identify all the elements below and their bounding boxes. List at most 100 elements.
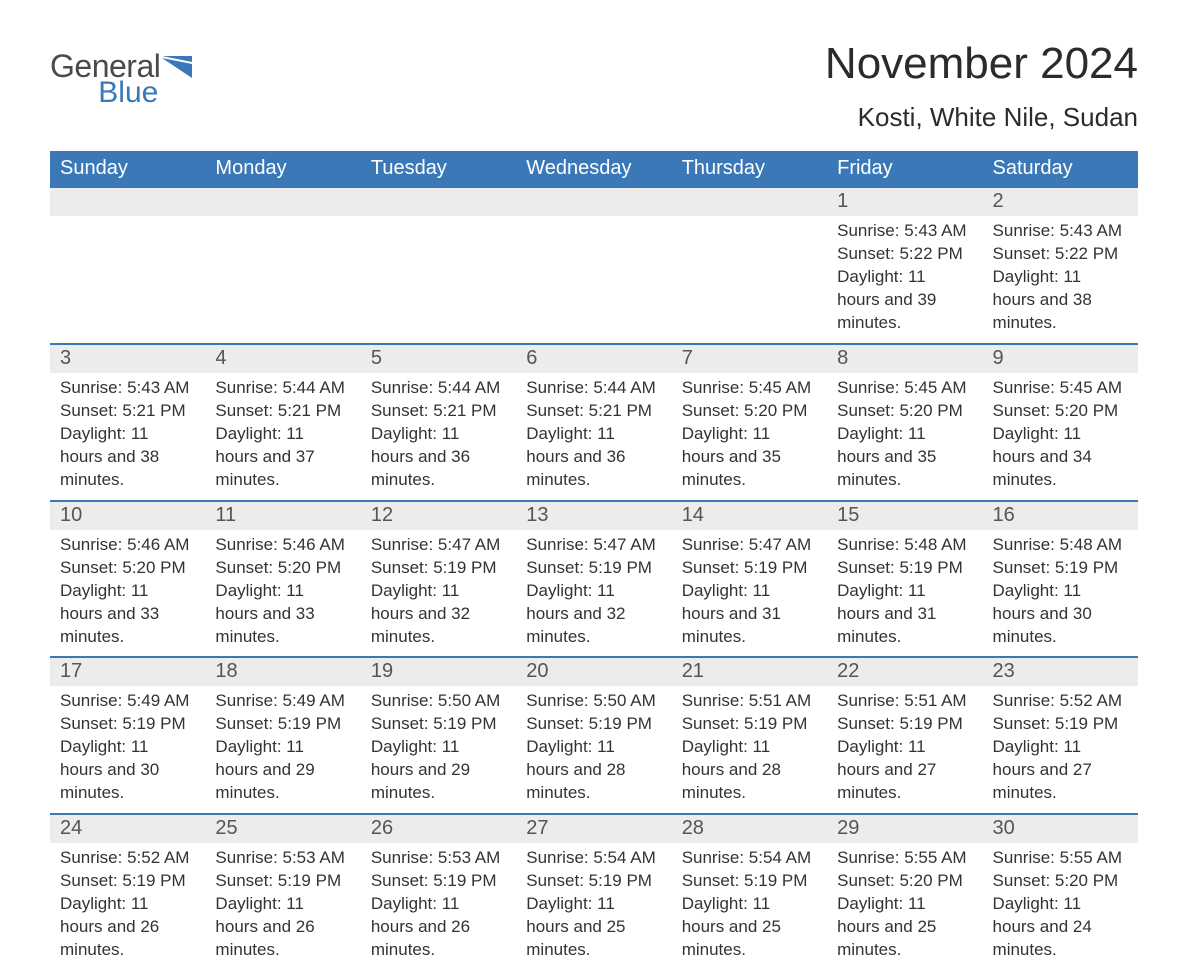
daylight-text: Daylight: 11 hours and 30 minutes. — [60, 736, 195, 805]
daylight-text: Daylight: 11 hours and 31 minutes. — [837, 580, 972, 649]
day-number: 19 — [361, 658, 516, 686]
day-number: 5 — [361, 345, 516, 373]
sunset-text: Sunset: 5:19 PM — [682, 870, 817, 893]
day-number: 18 — [205, 658, 360, 686]
day-body: Sunrise: 5:44 AMSunset: 5:21 PMDaylight:… — [361, 373, 516, 492]
day-number: 26 — [361, 815, 516, 843]
calendar-day-cell — [516, 188, 671, 343]
day-body: Sunrise: 5:50 AMSunset: 5:19 PMDaylight:… — [361, 686, 516, 805]
calendar-day-cell: 30Sunrise: 5:55 AMSunset: 5:20 PMDayligh… — [983, 815, 1138, 970]
daylight-text: Daylight: 11 hours and 36 minutes. — [526, 423, 661, 492]
sunset-text: Sunset: 5:21 PM — [371, 400, 506, 423]
page-subtitle: Kosti, White Nile, Sudan — [825, 102, 1138, 133]
sunset-text: Sunset: 5:19 PM — [60, 870, 195, 893]
calendar-day-cell: 10Sunrise: 5:46 AMSunset: 5:20 PMDayligh… — [50, 502, 205, 657]
day-body: Sunrise: 5:48 AMSunset: 5:19 PMDaylight:… — [983, 530, 1138, 649]
calendar-day-cell: 9Sunrise: 5:45 AMSunset: 5:20 PMDaylight… — [983, 345, 1138, 500]
sunset-text: Sunset: 5:19 PM — [371, 713, 506, 736]
day-header-cell: Friday — [827, 151, 982, 188]
calendar-day-cell: 13Sunrise: 5:47 AMSunset: 5:19 PMDayligh… — [516, 502, 671, 657]
daylight-text: Daylight: 11 hours and 27 minutes. — [837, 736, 972, 805]
sunset-text: Sunset: 5:20 PM — [993, 870, 1128, 893]
day-number: 28 — [672, 815, 827, 843]
brand-word2: Blue — [50, 78, 158, 108]
day-header-cell: Monday — [205, 151, 360, 188]
day-number — [516, 188, 671, 216]
sunrise-text: Sunrise: 5:47 AM — [682, 534, 817, 557]
sunset-text: Sunset: 5:19 PM — [682, 713, 817, 736]
sunrise-text: Sunrise: 5:47 AM — [526, 534, 661, 557]
sunrise-text: Sunrise: 5:55 AM — [837, 847, 972, 870]
sunset-text: Sunset: 5:19 PM — [215, 870, 350, 893]
daylight-text: Daylight: 11 hours and 24 minutes. — [993, 893, 1128, 962]
header: General Blue November 2024 Kosti, White … — [50, 40, 1138, 133]
calendar-day-cell: 3Sunrise: 5:43 AMSunset: 5:21 PMDaylight… — [50, 345, 205, 500]
sunset-text: Sunset: 5:20 PM — [682, 400, 817, 423]
sunrise-text: Sunrise: 5:45 AM — [682, 377, 817, 400]
sunrise-text: Sunrise: 5:53 AM — [215, 847, 350, 870]
day-number: 13 — [516, 502, 671, 530]
sunset-text: Sunset: 5:20 PM — [837, 400, 972, 423]
sunrise-text: Sunrise: 5:54 AM — [682, 847, 817, 870]
sunrise-text: Sunrise: 5:49 AM — [215, 690, 350, 713]
day-number: 3 — [50, 345, 205, 373]
sunset-text: Sunset: 5:19 PM — [682, 557, 817, 580]
calendar-day-cell: 29Sunrise: 5:55 AMSunset: 5:20 PMDayligh… — [827, 815, 982, 970]
daylight-text: Daylight: 11 hours and 26 minutes. — [215, 893, 350, 962]
sunrise-text: Sunrise: 5:47 AM — [371, 534, 506, 557]
daylight-text: Daylight: 11 hours and 35 minutes. — [837, 423, 972, 492]
calendar-day-cell — [672, 188, 827, 343]
daylight-text: Daylight: 11 hours and 34 minutes. — [993, 423, 1128, 492]
day-number: 29 — [827, 815, 982, 843]
sunrise-text: Sunrise: 5:51 AM — [682, 690, 817, 713]
day-number: 7 — [672, 345, 827, 373]
calendar-day-cell: 14Sunrise: 5:47 AMSunset: 5:19 PMDayligh… — [672, 502, 827, 657]
daylight-text: Daylight: 11 hours and 37 minutes. — [215, 423, 350, 492]
day-body: Sunrise: 5:44 AMSunset: 5:21 PMDaylight:… — [516, 373, 671, 492]
sunrise-text: Sunrise: 5:46 AM — [60, 534, 195, 557]
day-body: Sunrise: 5:46 AMSunset: 5:20 PMDaylight:… — [50, 530, 205, 649]
day-number — [361, 188, 516, 216]
day-body: Sunrise: 5:54 AMSunset: 5:19 PMDaylight:… — [516, 843, 671, 962]
daylight-text: Daylight: 11 hours and 26 minutes. — [371, 893, 506, 962]
calendar-day-cell: 12Sunrise: 5:47 AMSunset: 5:19 PMDayligh… — [361, 502, 516, 657]
day-body: Sunrise: 5:44 AMSunset: 5:21 PMDaylight:… — [205, 373, 360, 492]
title-block: November 2024 Kosti, White Nile, Sudan — [825, 40, 1138, 133]
calendar-day-cell: 18Sunrise: 5:49 AMSunset: 5:19 PMDayligh… — [205, 658, 360, 813]
day-body: Sunrise: 5:55 AMSunset: 5:20 PMDaylight:… — [983, 843, 1138, 962]
daylight-text: Daylight: 11 hours and 33 minutes. — [60, 580, 195, 649]
daylight-text: Daylight: 11 hours and 32 minutes. — [526, 580, 661, 649]
day-body: Sunrise: 5:53 AMSunset: 5:19 PMDaylight:… — [361, 843, 516, 962]
sunset-text: Sunset: 5:19 PM — [60, 713, 195, 736]
day-number: 16 — [983, 502, 1138, 530]
sunrise-text: Sunrise: 5:44 AM — [526, 377, 661, 400]
day-number: 4 — [205, 345, 360, 373]
daylight-text: Daylight: 11 hours and 29 minutes. — [215, 736, 350, 805]
day-body: Sunrise: 5:55 AMSunset: 5:20 PMDaylight:… — [827, 843, 982, 962]
day-body: Sunrise: 5:53 AMSunset: 5:19 PMDaylight:… — [205, 843, 360, 962]
day-body: Sunrise: 5:52 AMSunset: 5:19 PMDaylight:… — [50, 843, 205, 962]
sunset-text: Sunset: 5:20 PM — [215, 557, 350, 580]
brand-logo: General Blue — [50, 40, 192, 108]
daylight-text: Daylight: 11 hours and 35 minutes. — [682, 423, 817, 492]
sunset-text: Sunset: 5:21 PM — [60, 400, 195, 423]
sunrise-text: Sunrise: 5:54 AM — [526, 847, 661, 870]
sunset-text: Sunset: 5:19 PM — [526, 713, 661, 736]
calendar-day-cell: 16Sunrise: 5:48 AMSunset: 5:19 PMDayligh… — [983, 502, 1138, 657]
sunrise-text: Sunrise: 5:45 AM — [993, 377, 1128, 400]
calendar-week: 3Sunrise: 5:43 AMSunset: 5:21 PMDaylight… — [50, 343, 1138, 500]
calendar-day-cell: 1Sunrise: 5:43 AMSunset: 5:22 PMDaylight… — [827, 188, 982, 343]
calendar-day-cell: 20Sunrise: 5:50 AMSunset: 5:19 PMDayligh… — [516, 658, 671, 813]
daylight-text: Daylight: 11 hours and 28 minutes. — [682, 736, 817, 805]
day-number: 2 — [983, 188, 1138, 216]
sunset-text: Sunset: 5:19 PM — [526, 870, 661, 893]
calendar-day-cell: 11Sunrise: 5:46 AMSunset: 5:20 PMDayligh… — [205, 502, 360, 657]
daylight-text: Daylight: 11 hours and 38 minutes. — [60, 423, 195, 492]
day-number: 6 — [516, 345, 671, 373]
day-body: Sunrise: 5:49 AMSunset: 5:19 PMDaylight:… — [205, 686, 360, 805]
calendar-day-cell: 7 Sunrise: 5:45 AMSunset: 5:20 PMDaylight… — [672, 345, 827, 500]
day-header-row: Sunday Monday Tuesday Wednesday Thursday… — [50, 151, 1138, 188]
day-body: Sunrise: 5:50 AMSunset: 5:19 PMDaylight:… — [516, 686, 671, 805]
sunrise-text: Sunrise: 5:51 AM — [837, 690, 972, 713]
day-number: 8 — [827, 345, 982, 373]
